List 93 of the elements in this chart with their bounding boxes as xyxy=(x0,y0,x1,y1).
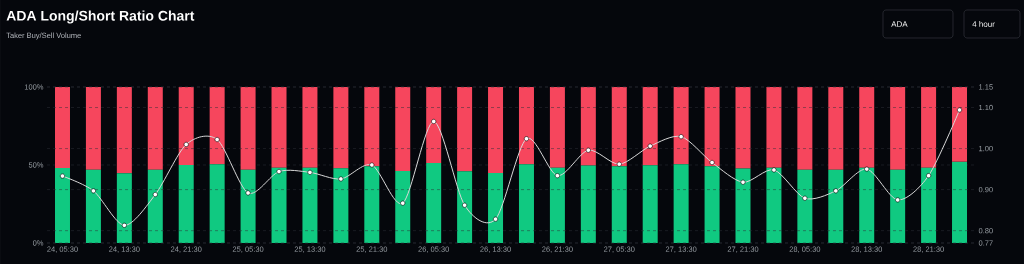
point xyxy=(585,147,591,153)
bar xyxy=(797,169,813,243)
bar xyxy=(457,86,473,172)
bar xyxy=(426,162,442,243)
point xyxy=(957,107,963,113)
point xyxy=(895,197,901,203)
bar xyxy=(828,169,844,243)
bar xyxy=(333,86,349,169)
point xyxy=(90,188,96,194)
point xyxy=(121,222,127,228)
point xyxy=(400,200,406,206)
bar xyxy=(209,164,225,243)
bar xyxy=(271,167,287,243)
bar xyxy=(704,166,720,243)
point xyxy=(523,136,529,142)
bar xyxy=(797,86,813,170)
point xyxy=(647,143,653,149)
bar xyxy=(611,166,627,243)
bar xyxy=(859,167,875,243)
point xyxy=(864,166,870,172)
bar xyxy=(518,86,534,165)
point xyxy=(276,169,282,175)
bar xyxy=(116,173,132,243)
point xyxy=(678,134,684,140)
bar xyxy=(302,167,318,243)
bar xyxy=(890,169,906,243)
bar xyxy=(673,86,689,165)
chart-title: ADA Long/Short Ratio Chart xyxy=(6,10,195,24)
bar xyxy=(921,167,937,243)
point xyxy=(152,192,158,198)
bar xyxy=(426,86,442,163)
bar xyxy=(209,86,225,165)
bar xyxy=(240,169,256,243)
bar xyxy=(952,161,968,243)
point xyxy=(369,162,375,168)
bar xyxy=(859,86,875,168)
point xyxy=(245,190,251,196)
bar xyxy=(766,86,782,168)
point xyxy=(926,173,932,179)
bar xyxy=(178,164,194,243)
bar xyxy=(364,166,380,243)
bar xyxy=(549,86,565,168)
point xyxy=(554,173,560,179)
point xyxy=(493,216,499,222)
point xyxy=(709,160,715,166)
bar xyxy=(704,86,720,167)
bar xyxy=(395,86,411,171)
bar xyxy=(580,86,596,166)
point xyxy=(307,169,313,175)
bar xyxy=(85,169,101,243)
bar xyxy=(642,165,658,243)
bar xyxy=(735,86,751,169)
bar xyxy=(488,172,504,243)
bar xyxy=(580,165,596,243)
point xyxy=(338,176,344,182)
point xyxy=(59,173,65,179)
point xyxy=(431,118,437,124)
bar xyxy=(921,86,937,168)
bar xyxy=(518,164,534,243)
bar xyxy=(147,169,163,243)
bar xyxy=(952,86,968,162)
text: 4 hour xyxy=(972,21,995,27)
text: ADA xyxy=(891,21,908,27)
bar xyxy=(85,86,101,170)
bar xyxy=(240,86,256,170)
point xyxy=(616,161,622,167)
bar xyxy=(116,86,132,174)
bar xyxy=(828,86,844,170)
bar xyxy=(147,86,163,170)
bar xyxy=(333,168,349,243)
point xyxy=(214,137,220,143)
point xyxy=(771,167,777,173)
bar xyxy=(890,86,906,170)
bar xyxy=(271,86,287,168)
bar xyxy=(549,167,565,243)
bar xyxy=(673,164,689,243)
bar xyxy=(642,86,658,166)
bar xyxy=(54,86,70,168)
point xyxy=(740,179,746,185)
bar xyxy=(54,167,70,243)
bar xyxy=(735,168,751,243)
bar xyxy=(395,170,411,243)
point xyxy=(462,202,468,208)
bar xyxy=(488,86,504,173)
point xyxy=(833,188,839,194)
bar xyxy=(178,86,194,165)
bar xyxy=(364,86,380,167)
bar xyxy=(766,167,782,243)
bar xyxy=(611,86,627,167)
point xyxy=(802,195,808,201)
bar xyxy=(302,86,318,168)
bar xyxy=(457,171,473,243)
point xyxy=(183,141,189,147)
